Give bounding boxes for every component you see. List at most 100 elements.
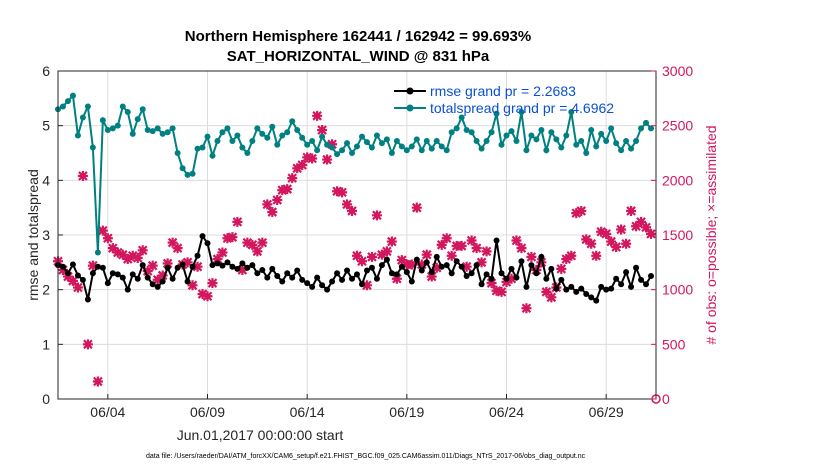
- totalspread-point: [204, 133, 211, 140]
- totalspread-point: [428, 145, 435, 152]
- totalspread-point: [344, 140, 351, 147]
- chart-title: Northern Hemisphere 162441 / 162942 = 99…: [185, 28, 531, 45]
- rmse-point: [528, 262, 535, 269]
- rmse-point: [568, 283, 575, 290]
- obs-marker: [342, 199, 353, 210]
- rmse-point: [344, 267, 351, 274]
- rmse-point: [264, 274, 271, 281]
- x-tick-label: 06/04: [90, 404, 125, 420]
- rmse-point: [608, 285, 615, 292]
- rmse-point: [289, 274, 296, 281]
- x-tick-label: 06/29: [589, 404, 624, 420]
- obs-marker: [207, 278, 218, 289]
- obs-count-series: [53, 110, 661, 404]
- obs-marker: [496, 286, 507, 297]
- totalspread-point: [84, 103, 91, 110]
- obs-marker: [162, 258, 173, 269]
- rmse-point: [358, 281, 365, 288]
- rmse-point: [433, 253, 440, 260]
- rmse-point: [388, 270, 395, 277]
- totalspread-point: [109, 125, 116, 132]
- totalspread-point: [199, 144, 206, 151]
- totalspread-point: [573, 141, 580, 148]
- rmse-point: [648, 273, 655, 279]
- rmse-point: [638, 276, 645, 283]
- obs-marker: [142, 266, 153, 277]
- totalspread-point: [74, 132, 81, 139]
- rmse-point: [249, 262, 256, 269]
- obs-marker: [227, 232, 238, 243]
- rmse-point: [558, 276, 565, 283]
- obs-marker: [426, 271, 437, 282]
- obs-marker: [596, 226, 607, 237]
- totalspread-series: [55, 92, 655, 256]
- obs-marker: [182, 257, 193, 268]
- rmse-point: [598, 283, 605, 290]
- obs-marker: [361, 280, 372, 291]
- rmse-point: [274, 273, 281, 279]
- rmse-point: [468, 270, 475, 277]
- obs-marker: [152, 274, 163, 285]
- rmse-point: [204, 240, 211, 247]
- obs-marker: [566, 250, 577, 261]
- rmse-point: [513, 274, 520, 281]
- rmse-point: [224, 259, 231, 266]
- obs-marker: [202, 291, 213, 302]
- totalspread-point: [334, 151, 341, 158]
- rmse-point: [239, 260, 246, 267]
- rmse-point: [393, 271, 400, 278]
- rmse-point: [144, 274, 151, 281]
- data-file-footnote: data file: /Users/raeder/DAI/ATM_forcXX/…: [146, 453, 586, 460]
- obs-marker: [631, 221, 642, 232]
- totalspread-point: [513, 137, 520, 144]
- obs-marker: [252, 246, 263, 257]
- totalspread-point: [403, 147, 410, 154]
- obs-marker: [147, 260, 158, 271]
- obs-marker: [187, 280, 198, 291]
- obs-marker: [102, 233, 113, 244]
- totalspread-point: [264, 134, 271, 141]
- obs-marker: [77, 170, 88, 181]
- rmse-point: [149, 281, 156, 288]
- rmse-point: [209, 262, 216, 269]
- totalspread-point: [229, 137, 236, 144]
- obs-marker: [72, 282, 83, 293]
- obs-marker: [157, 270, 168, 281]
- totalspread-point: [543, 147, 550, 154]
- totalspread-point: [648, 125, 655, 132]
- totalspread-point: [349, 150, 356, 156]
- rmse-point: [234, 265, 241, 272]
- rmse-point: [189, 263, 196, 270]
- totalspread-point: [309, 137, 316, 144]
- obs-marker: [586, 238, 597, 249]
- rmse-point: [418, 267, 425, 274]
- rmse-point: [628, 283, 635, 290]
- rmse-point: [378, 262, 385, 269]
- totalspread-point: [99, 117, 106, 124]
- obs-marker: [192, 261, 203, 272]
- totalspread-point: [114, 122, 121, 129]
- rmse-point: [363, 267, 370, 274]
- obs-marker: [416, 259, 427, 270]
- totalspread-point: [194, 145, 201, 152]
- rmse-point: [334, 270, 341, 277]
- obs-marker: [132, 252, 143, 263]
- rmse-point: [184, 278, 191, 285]
- obs-marker: [381, 246, 392, 257]
- obs-marker: [571, 208, 582, 219]
- rmse-point: [508, 265, 515, 272]
- obs-marker: [117, 249, 128, 260]
- obs-marker: [267, 207, 278, 218]
- obs-marker: [371, 210, 382, 221]
- totalspread-point: [483, 137, 490, 144]
- rmse-point: [563, 286, 570, 293]
- obs-marker: [337, 187, 348, 198]
- totalspread-point: [508, 128, 515, 135]
- totalspread-point: [249, 137, 256, 144]
- rmse-point: [368, 264, 375, 271]
- obs-marker: [626, 205, 637, 216]
- totalspread-point: [423, 137, 430, 144]
- obs-marker: [471, 243, 482, 254]
- obs-marker: [466, 235, 477, 246]
